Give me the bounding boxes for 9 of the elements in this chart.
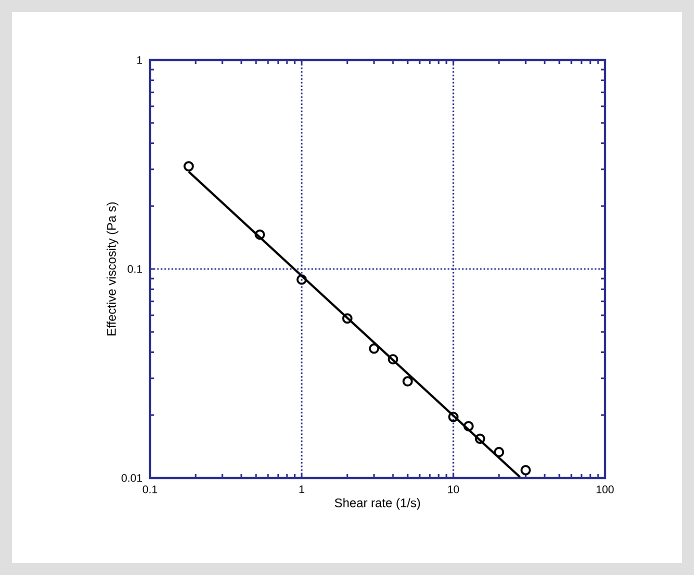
- x-tick-label: 0.1: [142, 486, 158, 494]
- y-tick-label: 0.1: [128, 265, 142, 273]
- y-axis-title: Effective viscosity (Pa s): [106, 202, 118, 336]
- x-tick-label: 10: [448, 486, 459, 494]
- x-axis-title: Shear rate (1/s): [334, 498, 420, 510]
- x-tick-label: 100: [596, 486, 614, 494]
- y-tick-label: 1: [137, 56, 142, 64]
- x-tick-label: 1: [299, 486, 304, 494]
- y-tick-label: 0.01: [122, 474, 142, 482]
